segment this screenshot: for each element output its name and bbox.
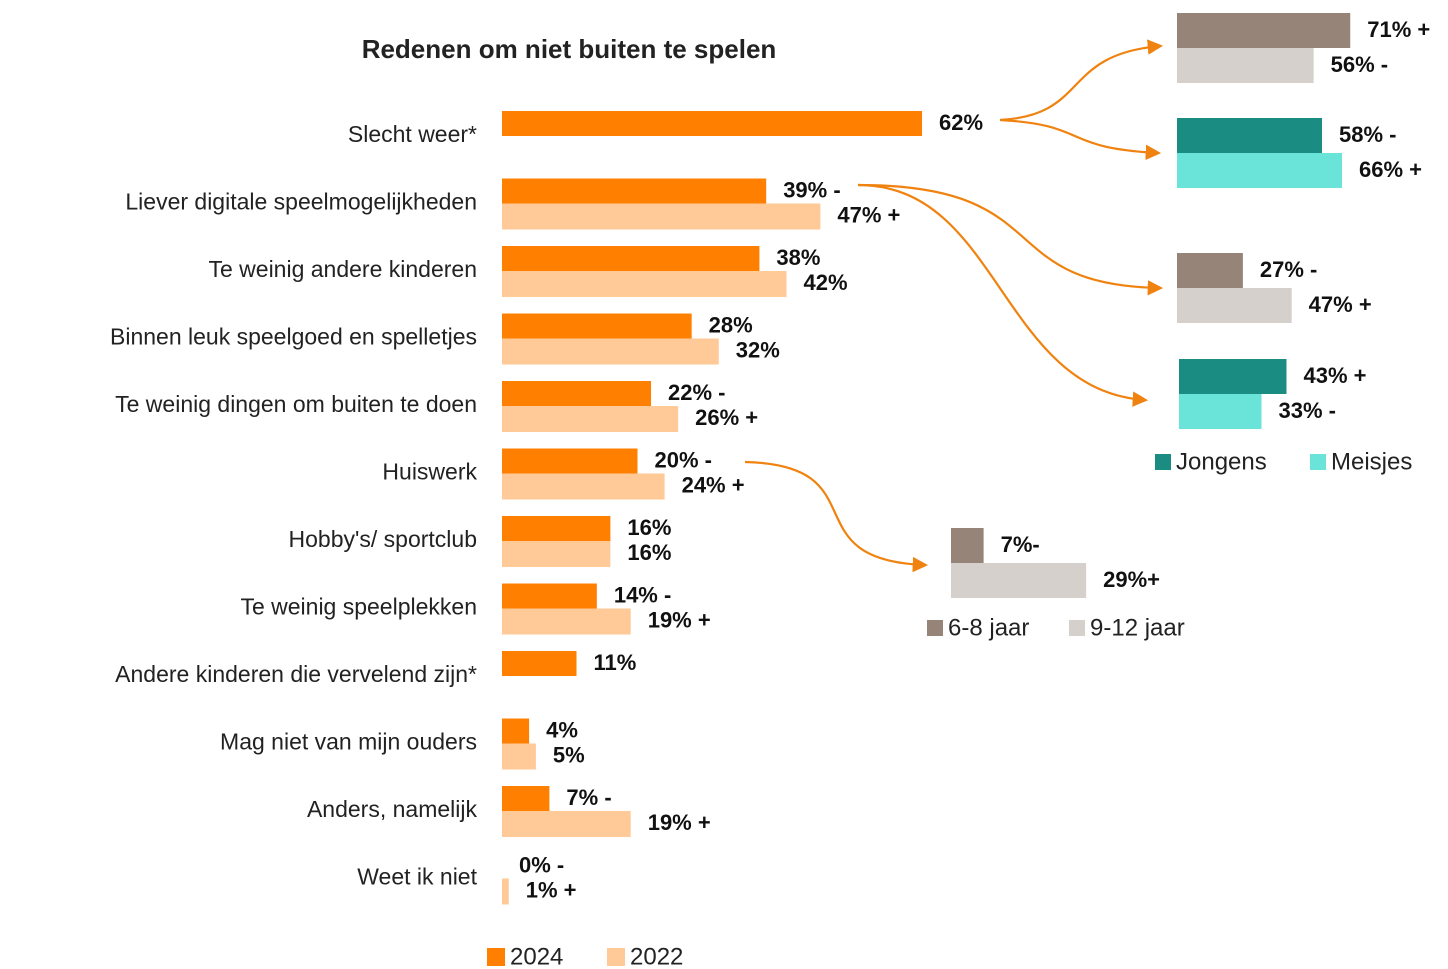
category-label: Te weinig dingen om buiten te doen (115, 391, 477, 417)
legend-label: 6-8 jaar (948, 614, 1029, 641)
value-label: 58% - (1339, 122, 1396, 147)
bar (1177, 153, 1342, 188)
category-label: Te weinig andere kinderen (208, 256, 477, 282)
legend-label: Meisjes (1331, 448, 1412, 475)
bar (502, 111, 922, 136)
category-label: Liever digitale speelmogelijkheden (125, 189, 477, 215)
value-label: 29%+ (1103, 567, 1160, 592)
legend-label: 2022 (630, 943, 683, 969)
value-label: 38% (776, 245, 820, 270)
legend-swatch (1069, 620, 1085, 636)
arrow (999, 118, 1162, 161)
bar (502, 878, 509, 905)
value-label: 47% + (1309, 292, 1372, 317)
bar (502, 178, 767, 204)
bar (502, 338, 719, 365)
value-label: 26% + (695, 405, 758, 430)
value-label: 24% + (682, 472, 745, 497)
bar (502, 516, 611, 541)
category-label: Te weinig speelplekken (240, 594, 477, 620)
legend-swatch (1155, 454, 1171, 470)
value-label: 7% - (566, 785, 611, 810)
value-label: 27% - (1260, 257, 1317, 282)
category-label: Mag niet van mijn ouders (220, 729, 477, 755)
bar (502, 313, 692, 339)
value-label: 43% + (1304, 363, 1367, 388)
category-label: Weet ik niet (357, 864, 477, 890)
value-label: 33% - (1279, 398, 1336, 423)
bar (502, 786, 550, 811)
value-label: 47% + (837, 202, 900, 227)
value-label: 1% + (526, 877, 577, 902)
bar (502, 608, 631, 635)
bar (1177, 253, 1243, 288)
bar (502, 448, 638, 474)
value-label: 62% (939, 110, 983, 135)
value-label: 19% + (648, 607, 711, 632)
arrows (744, 39, 1164, 573)
category-label: Binnen leuk speelgoed en spelletjes (110, 324, 477, 350)
legend-swatch (1310, 454, 1326, 470)
bar (502, 271, 787, 297)
value-label: 28% (709, 312, 753, 337)
value-label: 71% + (1367, 17, 1430, 42)
arrow (857, 183, 1164, 296)
value-label: 14% - (614, 582, 671, 607)
value-label: 19% + (648, 810, 711, 835)
value-label: 20% - (654, 447, 711, 472)
value-label: 5% (553, 742, 585, 767)
legend-swatch (607, 948, 625, 966)
bar (1177, 13, 1351, 48)
value-label: 4% (546, 717, 578, 742)
bar (502, 246, 760, 271)
bar (502, 381, 652, 406)
bar (951, 528, 984, 563)
value-label: 56% - (1331, 52, 1388, 77)
value-label: 0% - (519, 852, 564, 877)
category-label: Slecht weer* (348, 121, 477, 147)
bar (502, 743, 536, 770)
category-label: Huiswerk (382, 459, 477, 485)
bar (502, 473, 665, 500)
category-label: Hobby's/ sportclub (289, 526, 477, 552)
value-label: 66% + (1359, 157, 1422, 182)
arrow (999, 39, 1164, 122)
bar (951, 563, 1087, 598)
bar (1177, 118, 1322, 153)
value-label: 7%- (1001, 532, 1040, 557)
value-label: 16% (627, 515, 671, 540)
bar (1177, 288, 1292, 323)
chart-title: Redenen om niet buiten te spelen (362, 34, 777, 64)
bar (502, 406, 679, 432)
bar (502, 651, 577, 676)
value-label: 11% (594, 650, 637, 675)
value-label: 32% (736, 337, 780, 362)
bar (1179, 394, 1262, 429)
bar (502, 718, 530, 744)
bar (502, 541, 611, 567)
arrow (744, 460, 929, 573)
bar (502, 811, 631, 837)
value-label: 42% (804, 270, 848, 295)
legend-swatch (927, 620, 943, 636)
legend-label: 9-12 jaar (1090, 614, 1185, 641)
bar (1177, 48, 1314, 83)
value-label: 22% - (668, 380, 725, 405)
bar (502, 203, 821, 230)
category-label: Anders, namelijk (307, 796, 478, 822)
legend-label: 2024 (510, 943, 563, 969)
bar (1179, 359, 1287, 394)
arrow (857, 183, 1149, 407)
value-label: 39% - (783, 177, 840, 202)
value-label: 16% (627, 540, 671, 565)
legend-swatch (487, 948, 505, 966)
category-label: Andere kinderen die vervelend zijn* (115, 661, 477, 687)
bar (502, 583, 597, 609)
legend-label: Jongens (1176, 448, 1267, 475)
